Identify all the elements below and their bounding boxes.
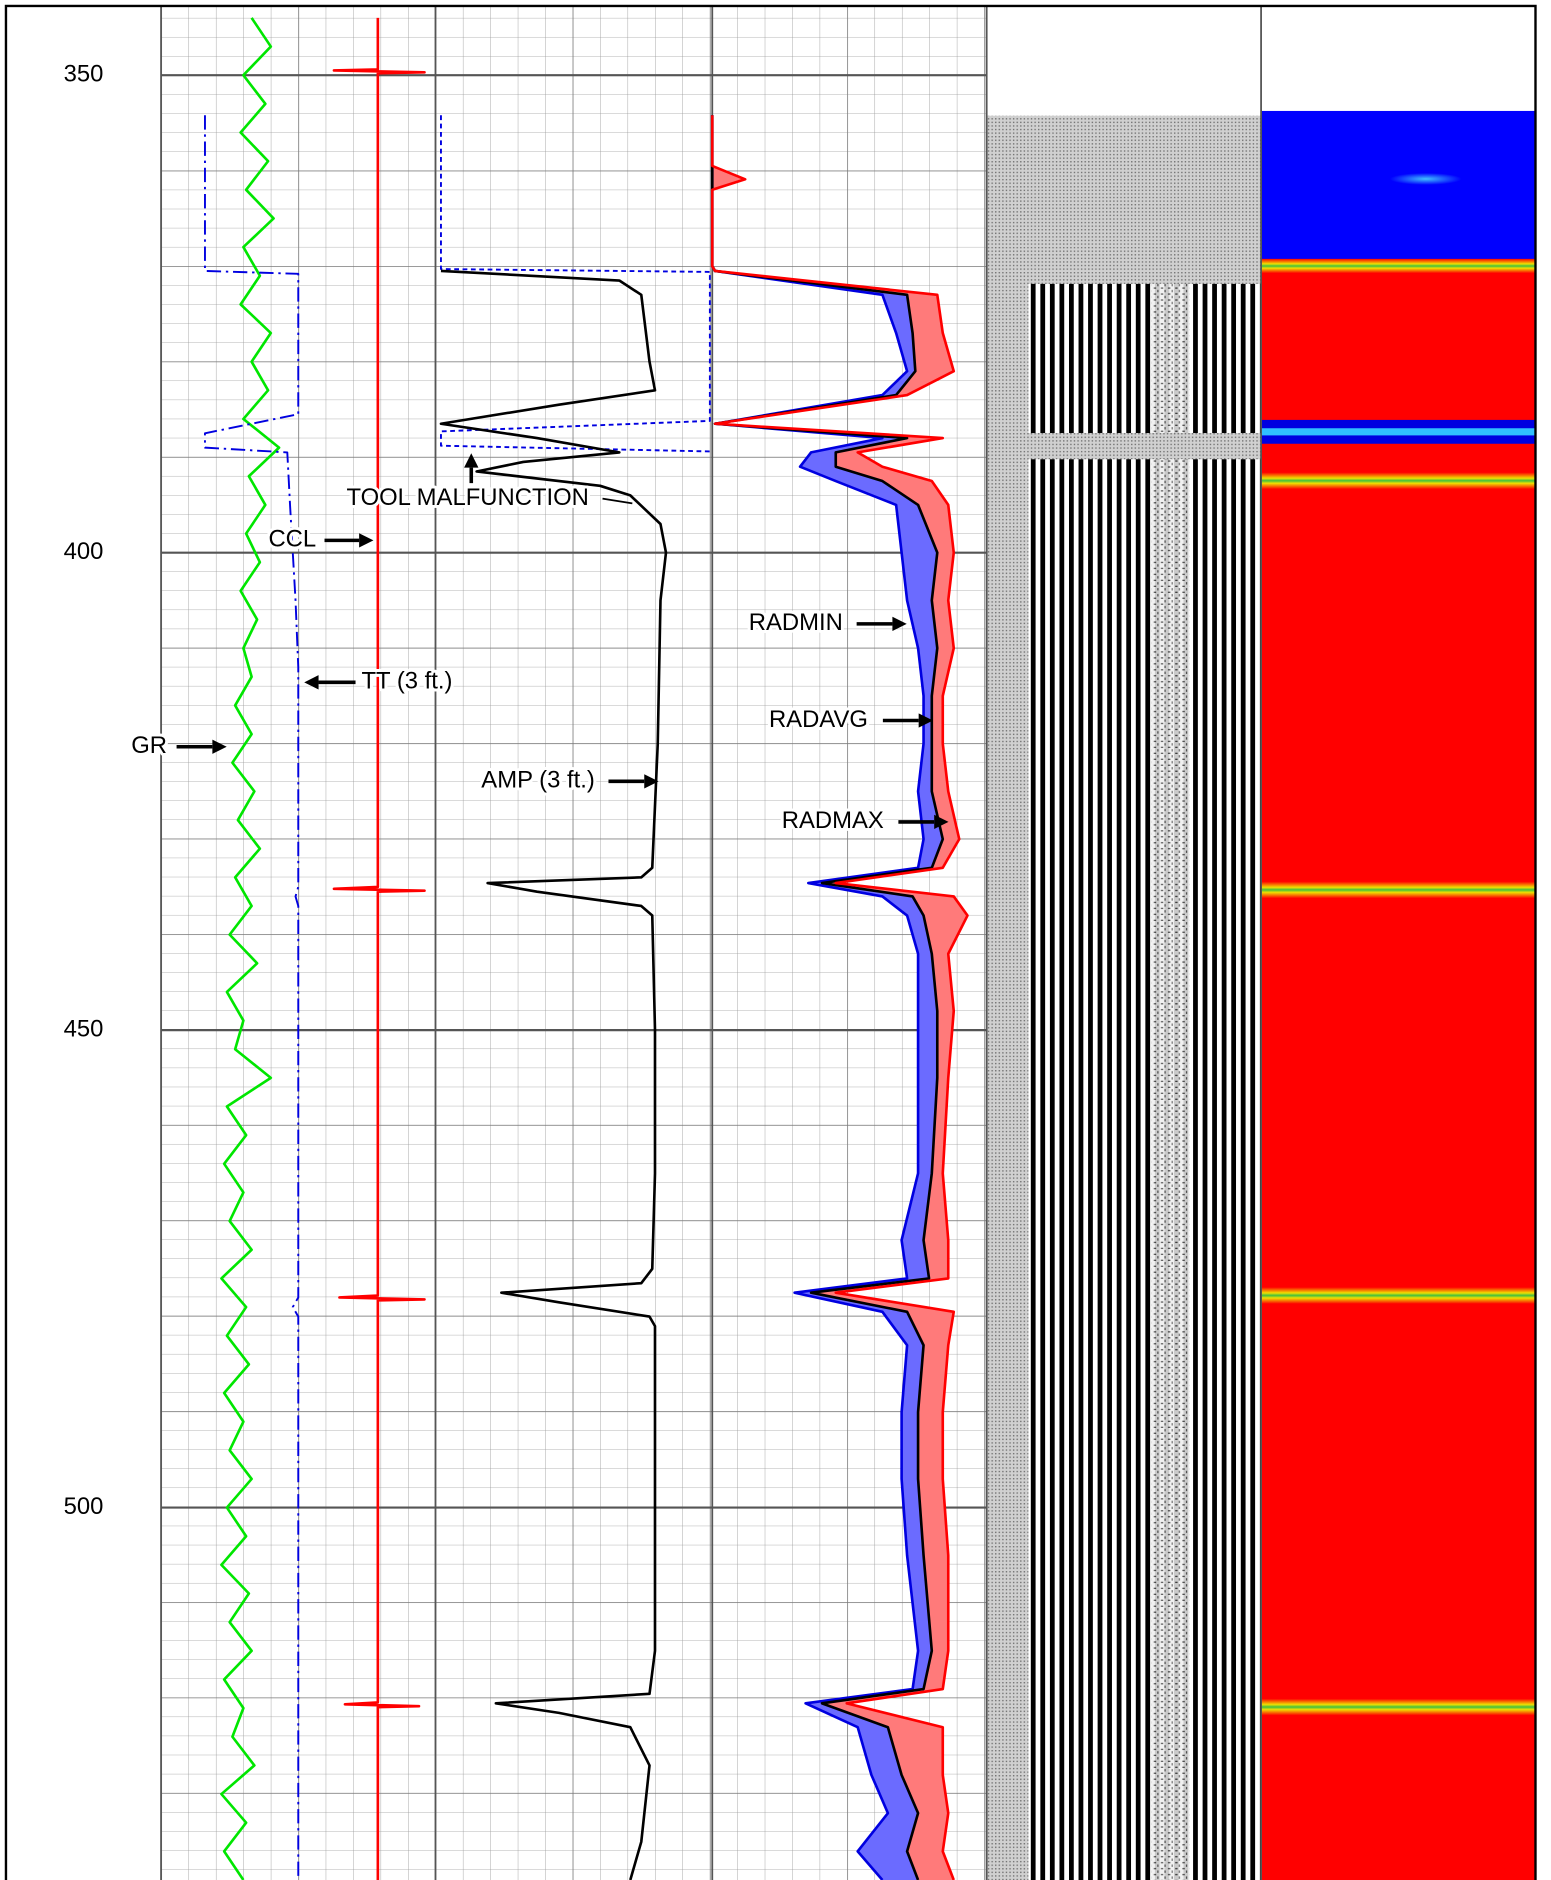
- annotation: RADMAX: [782, 807, 884, 834]
- y-tick-label: 500: [64, 1493, 104, 1520]
- map-band: [1261, 472, 1536, 490]
- log-curve: [204, 115, 300, 1880]
- track-borders: [160, 5, 1262, 1880]
- map-blue: [1261, 110, 1536, 267]
- arrow: [324, 533, 374, 548]
- log-curve: [332, 17, 426, 1880]
- y-tick-label: 450: [64, 1015, 104, 1042]
- map-band: [1261, 881, 1536, 899]
- arrow-head: [644, 774, 659, 789]
- vdl-waveform: [1028, 283, 1262, 434]
- arrow-head: [464, 453, 479, 468]
- annotation: CCL: [268, 526, 316, 553]
- arrow-head: [359, 533, 374, 548]
- arrow-head: [212, 739, 227, 754]
- y-tick-label: 350: [64, 60, 104, 87]
- arrow-head: [918, 713, 933, 728]
- annotation: TOOL MALFUNCTION: [346, 484, 588, 511]
- map-band: [1261, 258, 1536, 274]
- log-curve: [440, 115, 711, 453]
- arrow-head: [304, 675, 319, 690]
- map-spot: [1389, 172, 1462, 185]
- annotations: TOOL MALFUNCTION CCL TT (3 ft.) GR AMP (3 ft…: [128, 453, 949, 837]
- arrow: [608, 774, 659, 789]
- arrow: [304, 675, 356, 690]
- arrow: [856, 616, 907, 632]
- arrow-head: [934, 814, 949, 830]
- leader-line: [602, 497, 633, 505]
- annotation: GR: [131, 732, 167, 759]
- curves: [204, 17, 969, 1880]
- layout: [4, 4, 1537, 1880]
- curve-fill: [712, 115, 943, 1880]
- arrow-head: [892, 616, 907, 632]
- log-curve: [710, 115, 925, 1880]
- vdl-noise: [1151, 459, 1190, 1880]
- map-band: [1261, 428, 1536, 436]
- annotation: RADAVG: [769, 706, 868, 733]
- frame: [4, 4, 1537, 1880]
- annotation: AMP (3 ft.): [481, 767, 595, 794]
- arrow: [464, 453, 479, 484]
- arrow: [176, 739, 227, 754]
- log-curve: [710, 115, 945, 1880]
- vdl-waveform: [1028, 459, 1262, 1880]
- map-band: [1261, 1698, 1536, 1716]
- vdl-noise: [1151, 283, 1190, 434]
- annotation: TT (3 ft.): [362, 668, 453, 695]
- depth-axis: 350 400 450 500: [64, 60, 987, 1520]
- arrow: [882, 713, 933, 728]
- log-curve: [439, 269, 668, 1880]
- map-red: [1261, 264, 1536, 1880]
- map-band: [1261, 1287, 1536, 1304]
- annotation: RADMIN: [749, 609, 843, 636]
- log-curve: [710, 115, 969, 1880]
- log-curve: [220, 17, 281, 1880]
- y-tick-label: 400: [64, 538, 104, 565]
- arrow: [898, 814, 949, 830]
